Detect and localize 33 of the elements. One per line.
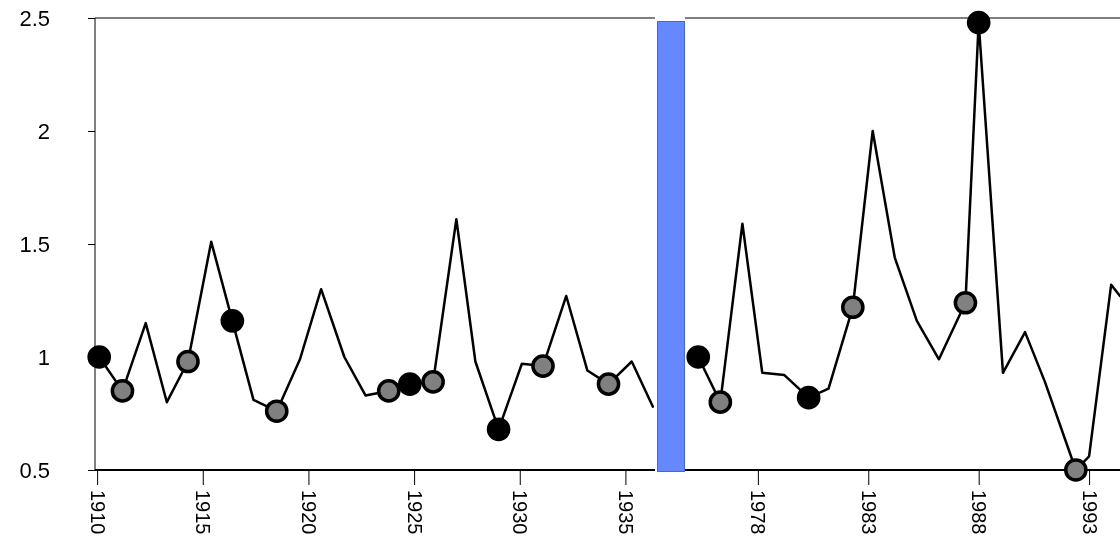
- point: [953, 290, 978, 315]
- x-tick-label: 1920: [297, 490, 320, 535]
- x-tick-label: 1978: [747, 490, 770, 535]
- point: [708, 390, 733, 415]
- point: [840, 295, 865, 320]
- x-tick-label: 1993: [1078, 490, 1101, 535]
- y-tick-label: 2.5: [19, 5, 50, 31]
- point: [110, 379, 135, 403]
- x-tick-label: 1925: [403, 490, 426, 535]
- point: [421, 370, 445, 394]
- point: [1063, 458, 1088, 482]
- point: [531, 354, 555, 378]
- point: [220, 309, 245, 333]
- point: [966, 10, 991, 35]
- y-tick-label: 0.5: [19, 457, 50, 483]
- point: [87, 345, 112, 369]
- x-tick-label: 1910: [86, 490, 109, 535]
- y-tick-label: 1: [37, 344, 50, 370]
- y-tick-label: 1.5: [19, 231, 50, 257]
- x-tick-label: 1930: [509, 490, 532, 535]
- point: [796, 385, 821, 410]
- point: [398, 372, 422, 396]
- point: [486, 417, 511, 442]
- point: [176, 349, 200, 374]
- x-tick-label: 1988: [968, 490, 991, 535]
- x-tick-label: 1935: [614, 490, 637, 535]
- y-tick-label: 2: [37, 118, 50, 144]
- point: [596, 372, 621, 396]
- x-tick-label: 1915: [192, 490, 215, 535]
- point: [264, 399, 289, 424]
- x-tick-label: 1983: [857, 490, 880, 535]
- point: [686, 345, 711, 369]
- point: [376, 379, 401, 403]
